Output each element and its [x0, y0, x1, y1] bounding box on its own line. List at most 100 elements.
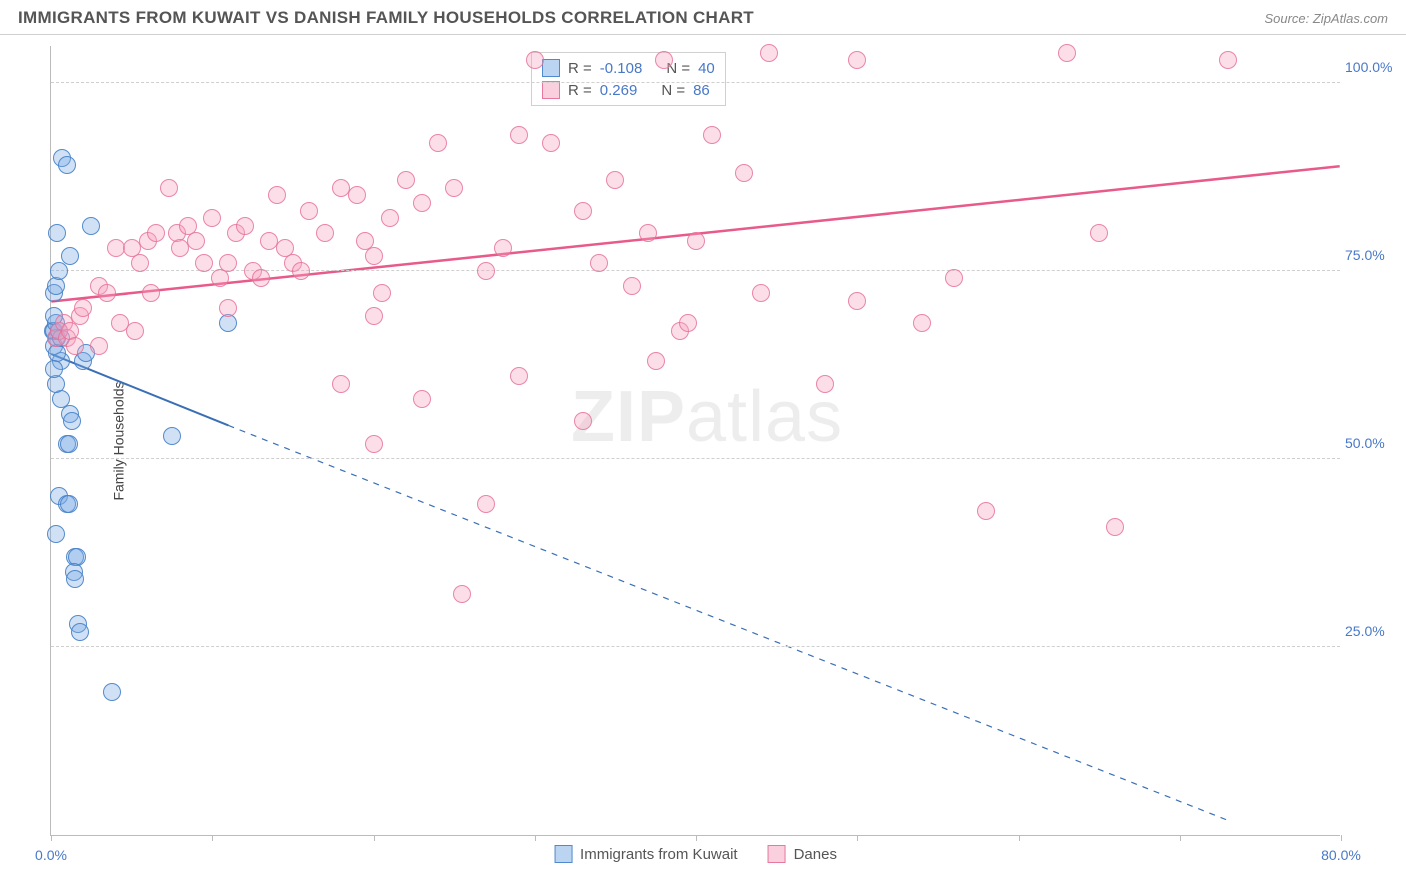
data-point [60, 435, 78, 453]
data-point [1106, 518, 1124, 536]
data-point [292, 262, 310, 280]
data-point [679, 314, 697, 332]
data-point [816, 375, 834, 393]
data-point [365, 307, 383, 325]
trend-lines [51, 46, 1340, 835]
data-point [574, 412, 592, 430]
legend-row: R =-0.108N =40 [542, 57, 715, 79]
gridline-h [51, 646, 1340, 647]
data-point [760, 44, 778, 62]
data-point [203, 209, 221, 227]
data-point [47, 525, 65, 543]
data-point [526, 51, 544, 69]
data-point [98, 284, 116, 302]
data-point [219, 299, 237, 317]
data-point [103, 683, 121, 701]
legend-r-label: R = [568, 60, 592, 77]
data-point [945, 269, 963, 287]
x-tick [374, 835, 375, 841]
x-tick [1341, 835, 1342, 841]
scatter-chart: Family Households ZIPatlas R = -0.108 N = 4… [50, 46, 1340, 836]
data-point [381, 209, 399, 227]
y-tick-label: 50.0% [1345, 435, 1400, 451]
data-point [219, 254, 237, 272]
data-point [160, 179, 178, 197]
y-tick-label: 75.0% [1345, 247, 1400, 263]
y-tick-label: 100.0% [1345, 59, 1400, 75]
data-point [142, 284, 160, 302]
chart-header: IMMIGRANTS FROM KUWAIT VS DANISH FAMILY … [0, 0, 1406, 35]
x-tick [212, 835, 213, 841]
x-tick [1180, 835, 1181, 841]
data-point [623, 277, 641, 295]
data-point [126, 322, 144, 340]
data-point [252, 269, 270, 287]
data-point [163, 427, 181, 445]
data-point [542, 134, 560, 152]
data-point [687, 232, 705, 250]
data-point [413, 194, 431, 212]
data-point [429, 134, 447, 152]
data-point [397, 171, 415, 189]
gridline-h [51, 458, 1340, 459]
data-point [639, 224, 657, 242]
data-point [48, 224, 66, 242]
chart-title: IMMIGRANTS FROM KUWAIT VS DANISH FAMILY … [18, 8, 754, 28]
data-point [655, 51, 673, 69]
watermark: ZIPatlas [571, 376, 843, 458]
data-point [332, 375, 350, 393]
legend-item: Immigrants from Kuwait [554, 845, 738, 863]
data-point [752, 284, 770, 302]
legend-r-value: 0.269 [600, 82, 638, 99]
data-point [63, 412, 81, 430]
data-point [477, 262, 495, 280]
data-point [268, 186, 286, 204]
legend-label: Immigrants from Kuwait [580, 846, 738, 863]
legend-swatch [768, 845, 786, 863]
data-point [1090, 224, 1108, 242]
data-point [445, 179, 463, 197]
legend-item: Danes [768, 845, 837, 863]
data-point [606, 171, 624, 189]
data-point [494, 239, 512, 257]
data-point [60, 495, 78, 513]
y-tick-label: 25.0% [1345, 623, 1400, 639]
data-point [58, 156, 76, 174]
data-point [300, 202, 318, 220]
data-point [574, 202, 592, 220]
legend-swatch [542, 81, 560, 99]
data-point [82, 217, 100, 235]
data-point [131, 254, 149, 272]
data-point [45, 360, 63, 378]
series-legend: Immigrants from Kuwait Danes [554, 845, 837, 863]
data-point [510, 126, 528, 144]
data-point [703, 126, 721, 144]
data-point [413, 390, 431, 408]
x-tick [1019, 835, 1020, 841]
data-point [510, 367, 528, 385]
legend-n-value: 86 [693, 82, 710, 99]
legend-r-value: -0.108 [600, 60, 643, 77]
legend-swatch [554, 845, 572, 863]
legend-n-label: N = [661, 82, 685, 99]
data-point [373, 284, 391, 302]
data-point [365, 247, 383, 265]
legend-n-value: 40 [698, 60, 715, 77]
x-tick-label: 80.0% [1321, 847, 1361, 863]
legend-label: Danes [794, 846, 837, 863]
x-tick [535, 835, 536, 841]
data-point [74, 299, 92, 317]
data-point [477, 495, 495, 513]
data-point [47, 277, 65, 295]
data-point [316, 224, 334, 242]
y-axis-label: Family Households [111, 381, 127, 500]
data-point [365, 435, 383, 453]
data-point [848, 51, 866, 69]
data-point [848, 292, 866, 310]
gridline-h [51, 82, 1340, 83]
x-tick-label: 0.0% [35, 847, 67, 863]
x-tick [51, 835, 52, 841]
data-point [147, 224, 165, 242]
data-point [187, 232, 205, 250]
source-attribution: Source: ZipAtlas.com [1264, 11, 1388, 26]
